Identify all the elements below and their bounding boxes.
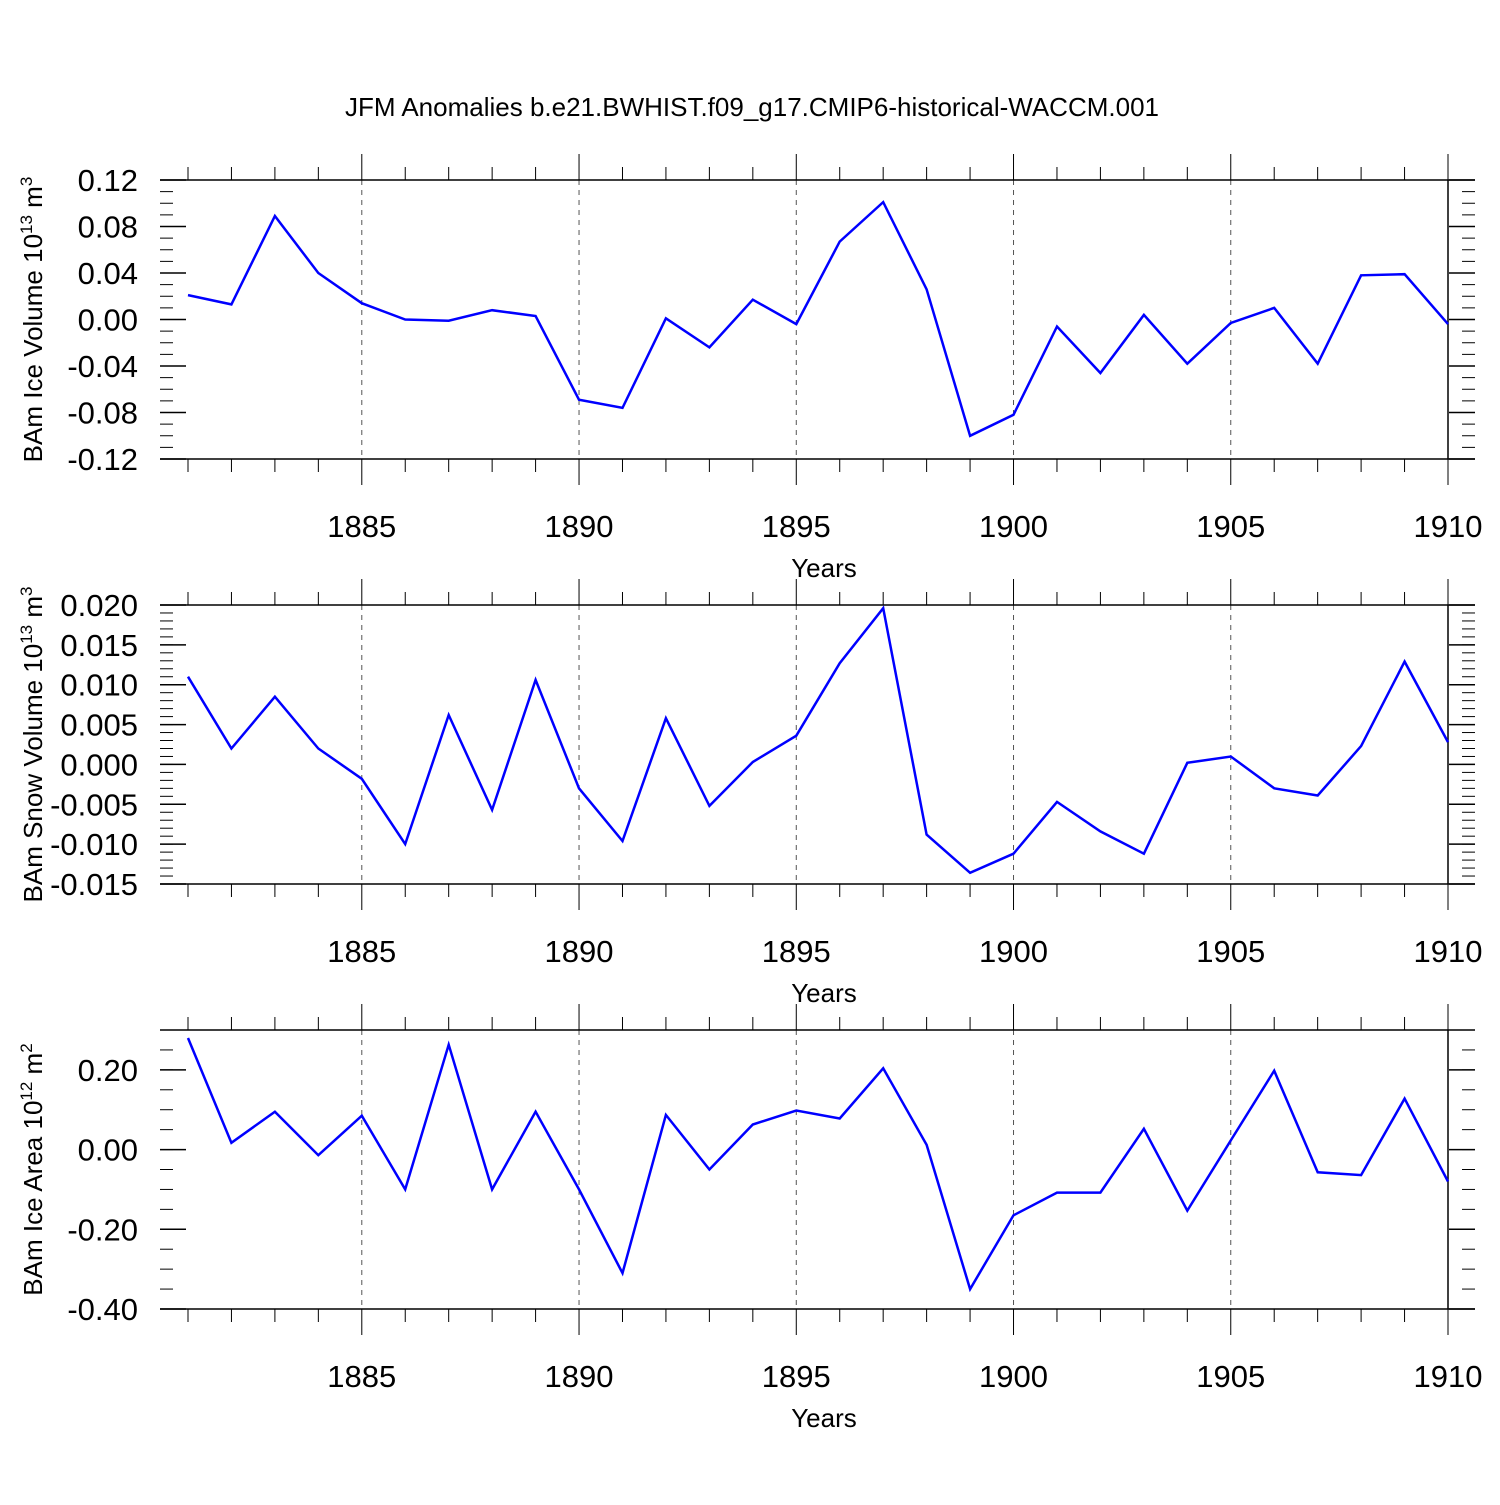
panel-ice-volume: -0.12 -0.08 -0.04 0.00 0.04 0.08 0.12 1885 1890 1… xyxy=(17,154,1482,583)
series-line-ice-volume xyxy=(188,202,1448,436)
y-tick-label: -0.010 xyxy=(50,827,138,862)
panel-snow-volume: -0.015 -0.010 -0.005 0.000 0.005 0.010 0.015 0.… xyxy=(17,579,1482,1008)
y-tick-label: -0.12 xyxy=(67,442,138,477)
x-tick-label-1905: 1905 xyxy=(1196,1359,1265,1394)
x-tick-label-1890: 1890 xyxy=(545,509,614,544)
y-tick-label: 0.015 xyxy=(60,628,138,663)
x-tick-label-1905: 1905 xyxy=(1196,509,1265,544)
x-axis-title: Years xyxy=(791,553,857,583)
y-axis-title: BAm Snow Volume 1013 m3 xyxy=(17,587,48,903)
series-line-snow-volume xyxy=(188,608,1448,873)
y-tick-label: 0.005 xyxy=(60,708,138,743)
y-tick-label: 0.020 xyxy=(60,588,138,623)
x-tick-label-1895: 1895 xyxy=(762,1359,831,1394)
y-tick-label: 0.08 xyxy=(78,210,138,245)
y-axis-title: BAm Ice Volume 1013 m3 xyxy=(17,177,48,463)
y-tick-label: -0.20 xyxy=(67,1212,138,1247)
y-tick-label: -0.005 xyxy=(50,787,138,822)
y-tick-label: 0.04 xyxy=(78,256,138,291)
x-tick-label-1900: 1900 xyxy=(979,934,1048,969)
chart-title: JFM Anomalies b.e21.BWHIST.f09_g17.CMIP6… xyxy=(345,92,1159,122)
x-tick-label-1895: 1895 xyxy=(762,934,831,969)
y-tick-label: 0.00 xyxy=(78,1133,138,1168)
x-tick-label-1900: 1900 xyxy=(979,1359,1048,1394)
x-tick-label-1905: 1905 xyxy=(1196,934,1265,969)
x-tick-label-1885: 1885 xyxy=(327,509,396,544)
y-tick-label: 0.000 xyxy=(60,747,138,782)
y-tick-label: 0.010 xyxy=(60,668,138,703)
panel-ice-area: -0.40 -0.20 0.00 0.20 1885 1890 1895 1900 1905 19… xyxy=(17,1004,1482,1433)
y-tick-label: -0.04 xyxy=(67,349,138,384)
y-tick-label: -0.015 xyxy=(50,867,138,902)
x-tick-label-1885: 1885 xyxy=(327,1359,396,1394)
y-tick-label: 0.12 xyxy=(78,163,138,198)
x-tick-label-1910: 1910 xyxy=(1414,509,1483,544)
series-line-ice-area xyxy=(188,1038,1448,1289)
x-tick-label-1900: 1900 xyxy=(979,509,1048,544)
x-tick-label-1910: 1910 xyxy=(1414,934,1483,969)
y-tick-label: -0.40 xyxy=(67,1292,138,1327)
y-tick-label: 0.20 xyxy=(78,1053,138,1088)
x-tick-label-1890: 1890 xyxy=(545,934,614,969)
y-tick-label: 0.00 xyxy=(78,303,138,338)
x-tick-label-1890: 1890 xyxy=(545,1359,614,1394)
x-tick-label-1885: 1885 xyxy=(327,934,396,969)
x-axis-title: Years xyxy=(791,978,857,1008)
x-axis-title: Years xyxy=(791,1403,857,1433)
y-axis-title: BAm Ice Area 1012 m2 xyxy=(17,1043,48,1295)
x-tick-label-1910: 1910 xyxy=(1414,1359,1483,1394)
x-tick-label-1895: 1895 xyxy=(762,509,831,544)
y-tick-label: -0.08 xyxy=(67,396,138,431)
